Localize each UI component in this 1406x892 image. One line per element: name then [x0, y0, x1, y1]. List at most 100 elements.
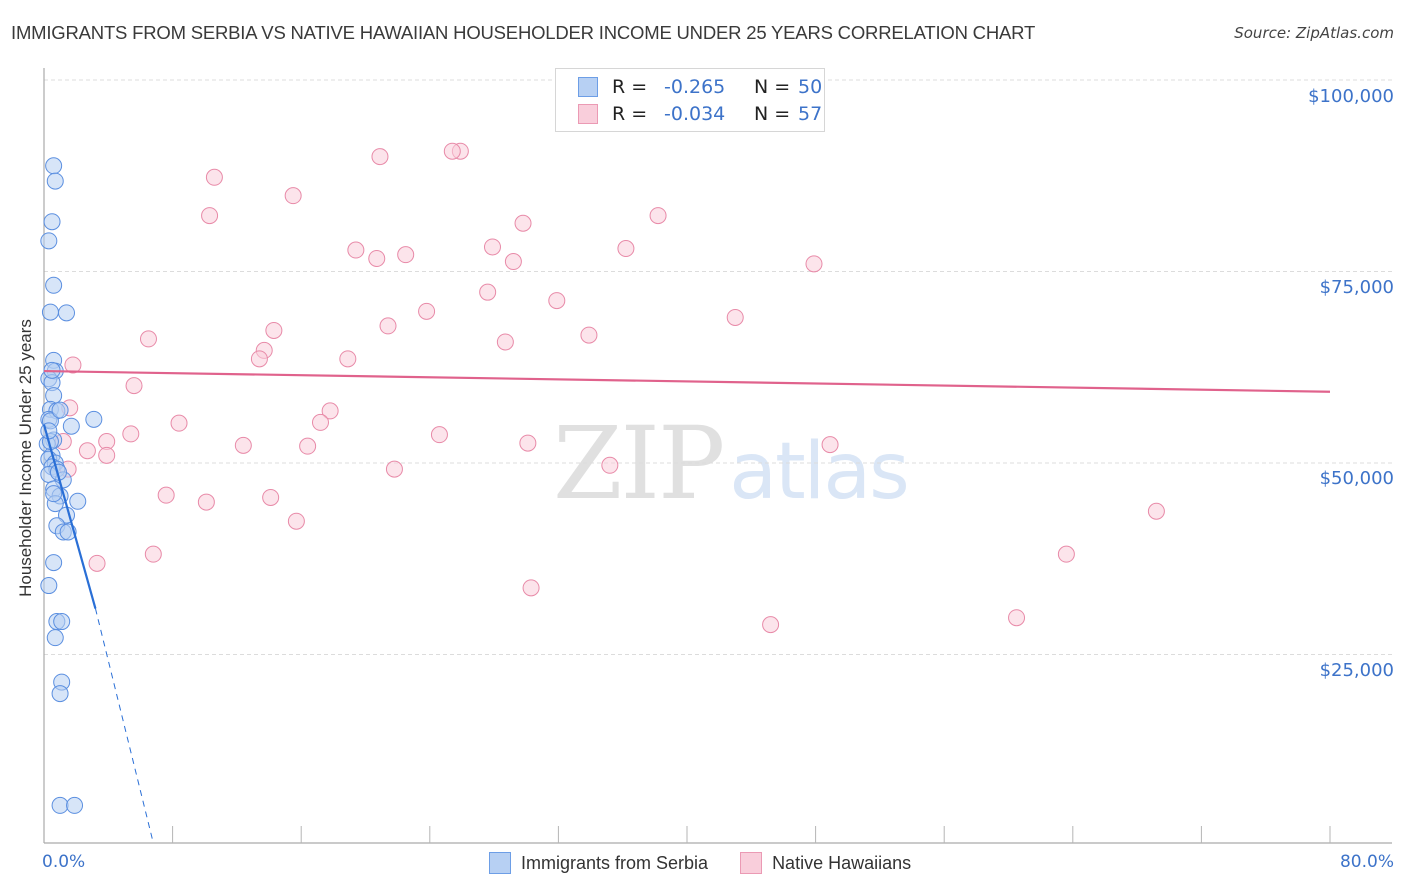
data-point-pink — [1057, 545, 1075, 563]
data-point-pink — [139, 330, 157, 348]
trend-extension-serbia — [94, 608, 154, 844]
n-label: N = — [754, 76, 791, 98]
data-point-blue — [45, 276, 63, 294]
data-point-pink — [250, 350, 268, 368]
data-point-pink — [496, 333, 514, 351]
gridlines — [44, 79, 1392, 655]
data-point-pink — [522, 579, 540, 597]
data-point-pink — [726, 308, 744, 326]
data-point-pink — [479, 283, 497, 301]
series-native-hawaiians — [54, 142, 1165, 634]
r-label: R = — [612, 76, 648, 98]
data-point-blue — [41, 303, 59, 321]
data-point-blue — [45, 554, 63, 572]
legend-item-hawaiians[interactable]: Native Hawaiians — [740, 852, 911, 874]
data-point-pink — [122, 425, 140, 443]
x-tick-min: 0.0% — [42, 852, 86, 872]
y-tick-50000: $50,000 — [1319, 468, 1394, 489]
n-label: N = — [754, 103, 791, 125]
r-label: R = — [612, 103, 648, 125]
axes — [43, 68, 1392, 844]
y-tick-75000: $75,000 — [1319, 277, 1394, 298]
r-value: -0.265 — [664, 76, 726, 98]
data-point-pink — [170, 414, 188, 432]
data-point-pink — [418, 302, 436, 320]
y-tick-100000: $100,000 — [1308, 86, 1394, 107]
data-point-blue — [62, 417, 80, 435]
n-value: 57 — [798, 103, 823, 125]
pink-swatch-icon — [578, 104, 598, 124]
data-point-pink — [805, 255, 823, 273]
data-point-blue — [43, 213, 61, 231]
data-point-pink — [311, 413, 329, 431]
data-point-blue — [85, 410, 103, 428]
data-point-pink — [201, 207, 219, 225]
blue-swatch-icon — [489, 852, 511, 874]
y-axis-label: Householder Income Under 25 years — [16, 319, 35, 597]
trend-line-hawaiians — [43, 369, 1331, 393]
trend-line-serbia — [42, 424, 97, 609]
data-point-blue — [45, 157, 63, 175]
data-point-pink — [284, 187, 302, 205]
data-point-pink — [548, 292, 566, 310]
source-label: Source: ZipAtlas.com — [1234, 24, 1394, 42]
n-value: 50 — [798, 76, 823, 98]
data-point-pink — [339, 350, 357, 368]
data-point-pink — [580, 326, 598, 344]
data-point-pink — [197, 493, 215, 511]
data-point-pink — [78, 442, 96, 460]
data-point-pink — [347, 241, 365, 259]
data-point-blue — [69, 492, 87, 510]
data-point-pink — [265, 321, 283, 339]
data-point-blue — [53, 613, 71, 631]
data-point-blue — [45, 387, 63, 405]
data-point-pink — [321, 402, 339, 420]
y-tick-25000: $25,000 — [1319, 660, 1394, 681]
data-point-pink — [205, 168, 223, 186]
stats-legend: R = -0.265 N = 50 R = -0.034 N = 57 — [555, 68, 825, 132]
data-point-pink — [821, 436, 839, 454]
data-point-blue — [51, 401, 69, 419]
legend-label: Native Hawaiians — [772, 852, 912, 873]
r-value: -0.034 — [664, 103, 726, 125]
data-point-pink — [64, 356, 82, 374]
stats-row-hawaiians: R = -0.034 N = 57 — [578, 102, 822, 126]
data-point-pink — [601, 456, 619, 474]
data-point-pink — [234, 436, 252, 454]
data-point-blue — [51, 685, 69, 703]
data-point-pink — [98, 446, 116, 464]
data-point-blue — [66, 796, 84, 814]
data-point-blue — [40, 577, 58, 595]
data-point-blue — [46, 172, 64, 190]
data-point-blue — [46, 629, 64, 647]
data-point-blue — [40, 232, 58, 250]
data-point-pink — [379, 317, 397, 335]
data-point-blue — [45, 485, 63, 503]
data-point-pink — [514, 214, 532, 232]
data-point-pink — [762, 616, 780, 634]
data-point-pink — [1147, 502, 1165, 520]
data-point-pink — [262, 488, 280, 506]
data-point-pink — [371, 148, 389, 166]
data-point-pink — [504, 253, 522, 271]
data-point-blue — [58, 304, 76, 322]
data-point-pink — [287, 512, 305, 530]
data-point-pink — [430, 426, 448, 444]
legend-label: Immigrants from Serbia — [521, 852, 709, 873]
chart-title: IMMIGRANTS FROM SERBIA VS NATIVE HAWAIIA… — [11, 22, 1036, 43]
data-point-pink — [144, 545, 162, 563]
legend-item-serbia[interactable]: Immigrants from Serbia — [489, 852, 708, 874]
data-point-pink — [483, 238, 501, 256]
data-point-blue — [51, 796, 69, 814]
data-point-pink — [88, 554, 106, 572]
data-point-pink — [368, 249, 386, 267]
data-point-pink — [299, 437, 317, 455]
stats-row-serbia: R = -0.265 N = 50 — [578, 75, 822, 99]
blue-swatch-icon — [578, 77, 598, 97]
data-point-pink — [125, 377, 143, 395]
data-point-pink — [397, 246, 415, 264]
data-point-pink — [1008, 609, 1026, 627]
data-point-pink — [519, 434, 537, 452]
trend-lines — [42, 369, 1331, 844]
